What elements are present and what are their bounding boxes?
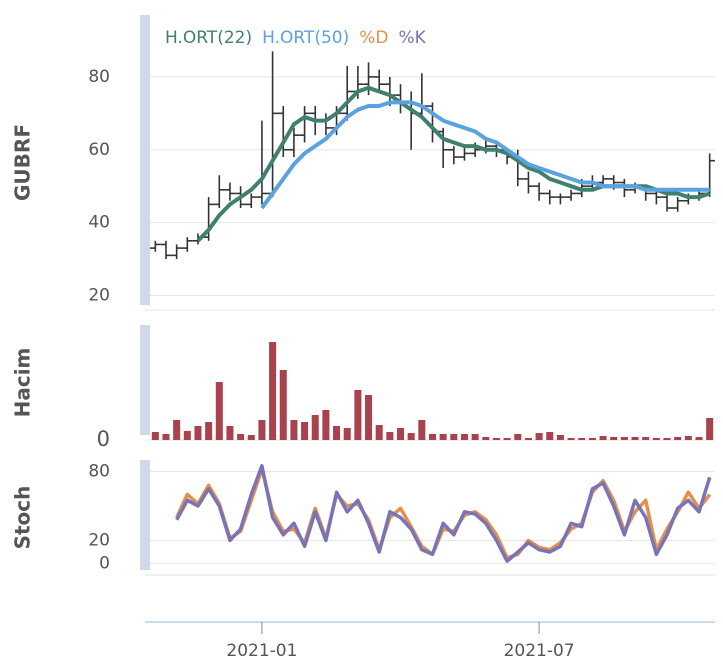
volume-bar — [311, 415, 319, 440]
volume-bar — [183, 431, 191, 440]
volume-bar — [322, 410, 330, 440]
volume-bar — [546, 432, 554, 440]
volume-bar — [375, 425, 383, 440]
volume-bar — [503, 438, 511, 440]
volume-bar — [290, 420, 298, 440]
volume-bar — [524, 438, 532, 440]
volume-bar — [663, 438, 671, 440]
volume-bar — [610, 437, 618, 440]
volume-bar — [482, 437, 490, 440]
volume-bar — [535, 433, 543, 440]
volume-bar — [269, 342, 277, 440]
volume-bar — [450, 434, 458, 440]
y-tick-label: 60 — [88, 140, 110, 160]
volume-bar — [588, 438, 596, 440]
axis-band — [140, 15, 150, 305]
volume-bar — [578, 438, 586, 440]
volume-bar — [162, 434, 170, 440]
volume-bar — [439, 434, 447, 440]
legend-entry: %K — [399, 28, 427, 48]
volume-bar — [599, 436, 607, 440]
y-tick-label: 20 — [88, 531, 110, 551]
volume-bar — [567, 438, 575, 440]
volume-bar — [237, 434, 245, 440]
legend-entry: H.ORT(50) — [262, 28, 349, 48]
x-tick-label: 2021-01 — [226, 641, 297, 661]
volume-bar — [418, 420, 426, 440]
volume-bar — [173, 420, 181, 440]
volume-bar — [397, 428, 405, 440]
volume-bar — [492, 438, 500, 440]
volume-bar — [428, 434, 437, 440]
y-axis-title: GUBRF — [11, 124, 35, 201]
volume-bar — [333, 426, 341, 440]
series-line — [175, 464, 712, 563]
volume-bar — [620, 437, 628, 440]
volume-bar — [215, 382, 223, 440]
volume-bar — [151, 432, 159, 440]
axis-band — [140, 325, 150, 435]
volume-bar — [514, 434, 522, 440]
volume-bar — [674, 437, 682, 440]
volume-bar — [556, 435, 564, 440]
y-tick-label: 0 — [97, 427, 110, 451]
volume-bar — [301, 422, 309, 440]
volume-bar — [386, 432, 394, 440]
volume-bar — [194, 426, 202, 440]
volume-bar — [706, 418, 714, 440]
volume-bar — [407, 433, 415, 440]
volume-bar — [471, 434, 479, 440]
y-tick-label: 40 — [88, 213, 110, 233]
legend-entry: %D — [359, 28, 388, 48]
volume-bar — [205, 422, 213, 440]
y-axis-title: Hacim — [11, 348, 35, 418]
y-tick-label: 0 — [99, 554, 110, 574]
volume-bar — [460, 434, 468, 440]
axis-band — [140, 460, 150, 570]
volume-bar — [652, 438, 660, 440]
volume-bar — [247, 435, 255, 440]
volume-bar — [258, 420, 266, 440]
volume-bar — [631, 437, 639, 440]
volume-bar — [695, 437, 703, 440]
volume-bar — [343, 428, 351, 440]
x-tick-label: 2021-07 — [504, 641, 575, 661]
volume-bar — [226, 426, 234, 440]
volume-bar — [279, 370, 287, 440]
volume-bar — [365, 395, 373, 440]
legend-entry: H.ORT(22) — [165, 28, 252, 48]
y-tick-label: 20 — [88, 285, 110, 305]
y-tick-label: 80 — [88, 462, 110, 482]
y-tick-label: 80 — [88, 67, 110, 87]
volume-bar — [642, 437, 650, 440]
volume-bar — [354, 390, 362, 440]
series-line — [260, 100, 710, 210]
volume-bar — [684, 436, 692, 440]
y-axis-title: Stoch — [11, 486, 35, 550]
